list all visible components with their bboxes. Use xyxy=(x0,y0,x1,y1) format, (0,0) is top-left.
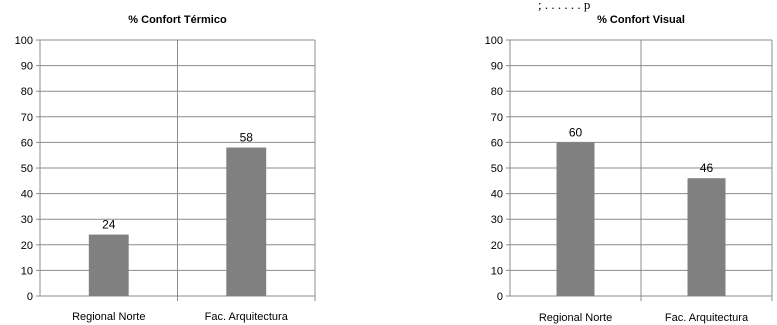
y-tick-label: 20 xyxy=(491,240,503,252)
chart-confort-termico: % Confort Térmico 0 10 20 30 40 50 60 70 80 90 100 2… xyxy=(15,14,316,323)
cropped-header-text: ; . . . . . . p xyxy=(538,0,590,12)
bar xyxy=(556,142,595,296)
data-label: 24 xyxy=(102,218,116,232)
y-tick-label: 40 xyxy=(21,189,33,201)
y-tick-label: 70 xyxy=(21,112,33,124)
bar xyxy=(687,178,726,296)
y-tick-label: 50 xyxy=(21,163,33,175)
y-tick-label: 90 xyxy=(491,61,503,73)
y-tick-label: 80 xyxy=(491,86,503,98)
category-label: Regional Norte xyxy=(539,312,612,324)
y-tick-label: 60 xyxy=(21,137,33,149)
category-label: Regional Norte xyxy=(72,311,145,323)
y-tick-label: 30 xyxy=(491,214,503,226)
data-label: 46 xyxy=(700,161,714,175)
y-tick-label: 0 xyxy=(27,291,33,303)
y-tick-label: 100 xyxy=(485,35,503,47)
y-tick-label: 40 xyxy=(491,189,503,201)
y-tick-label: 0 xyxy=(497,291,503,303)
data-label: 60 xyxy=(569,125,583,139)
y-tick-label: 70 xyxy=(491,112,503,124)
category-label: Fac. Arquitectura xyxy=(205,311,289,323)
y-tick-label: 10 xyxy=(21,265,33,277)
y-tick-label: 20 xyxy=(21,240,33,252)
y-tick-label: 50 xyxy=(491,163,503,175)
y-tick-label: 10 xyxy=(491,265,503,277)
y-tick-label: 60 xyxy=(491,137,503,149)
y-tick-label: 30 xyxy=(21,214,33,226)
chart-title: % Confort Visual xyxy=(597,14,685,26)
chart-title: % Confort Térmico xyxy=(128,14,227,26)
bar xyxy=(88,234,129,296)
bar xyxy=(226,147,267,296)
category-label: Fac. Arquitectura xyxy=(665,312,749,324)
data-label: 58 xyxy=(240,131,254,145)
y-tick-label: 90 xyxy=(21,61,33,73)
chart-confort-visual: % Confort Visual 0 10 20 30 40 50 60 70 80 90 100 60… xyxy=(485,14,773,324)
y-tick-label: 100 xyxy=(15,35,33,47)
y-tick-label: 80 xyxy=(21,86,33,98)
